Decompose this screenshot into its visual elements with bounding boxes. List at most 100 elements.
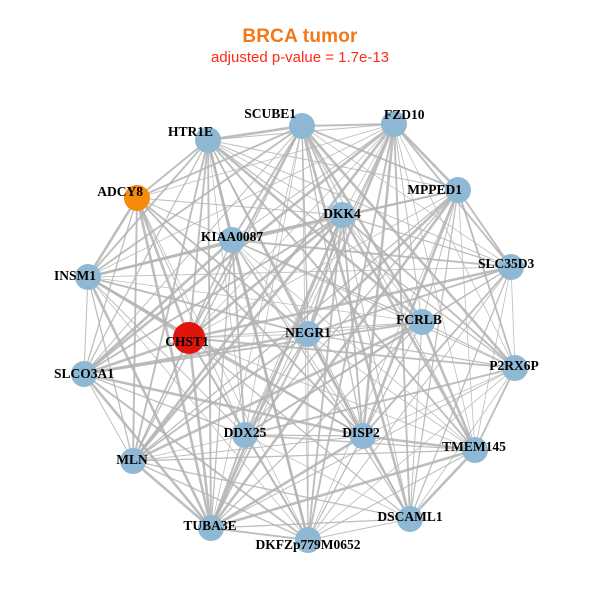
edge xyxy=(362,266,512,437)
edge xyxy=(83,197,138,375)
edge xyxy=(136,197,364,437)
node-label-ddx25: DDX25 xyxy=(224,425,267,440)
edge xyxy=(421,321,516,369)
node-label-dscaml1: DSCAML1 xyxy=(377,509,443,524)
network-node-mln[interactable] xyxy=(120,448,146,474)
network-node-dkfzp779m0652[interactable] xyxy=(295,527,321,553)
edge xyxy=(132,434,246,462)
edge xyxy=(307,214,343,335)
edge xyxy=(136,197,343,216)
edge xyxy=(209,189,460,529)
network-node-fzd10[interactable] xyxy=(381,111,407,137)
edge xyxy=(230,239,310,541)
figure-title-block: BRCA tumor adjusted p-value = 1.7e-13 xyxy=(0,26,600,67)
edge xyxy=(86,197,139,278)
network-node-chst1[interactable] xyxy=(173,322,205,354)
network-node-slco3a1[interactable] xyxy=(71,361,97,387)
edge xyxy=(244,434,411,520)
edge xyxy=(341,214,423,323)
network-node-adcy8[interactable] xyxy=(124,185,150,211)
node-label-slc35d3: SLC35D3 xyxy=(478,256,535,271)
network-node-scube1[interactable] xyxy=(289,113,315,139)
edge xyxy=(86,276,213,529)
node-label-slco3a1: SLCO3A1 xyxy=(54,366,114,381)
edge xyxy=(307,367,516,541)
edge xyxy=(393,123,459,191)
edge xyxy=(210,434,364,530)
edge xyxy=(244,434,364,437)
edge xyxy=(421,189,459,323)
network-node-ddx25[interactable] xyxy=(232,422,258,448)
node-label-fcrlb: FCRLB xyxy=(396,312,442,327)
edge xyxy=(300,125,424,323)
node-label-htr1e: HTR1E xyxy=(168,124,213,139)
edge xyxy=(132,435,364,462)
edge xyxy=(210,239,233,529)
edge xyxy=(87,266,512,278)
edge xyxy=(83,321,423,375)
edge xyxy=(132,139,209,462)
edge xyxy=(307,214,343,541)
node-label-mln: MLN xyxy=(116,452,148,467)
edge xyxy=(301,123,395,127)
network-node-kiaa0087[interactable] xyxy=(219,227,245,253)
network-node-p2rx6p[interactable] xyxy=(502,355,528,381)
network-node-tuba3e[interactable] xyxy=(198,515,224,541)
edge xyxy=(188,123,395,339)
node-label-p2rx6p: P2RX6P xyxy=(489,358,539,373)
node-label-dkk4: DKK4 xyxy=(323,206,361,221)
edge xyxy=(188,139,209,339)
node-label-tmem145: TMEM145 xyxy=(442,439,506,454)
network-node-insm1[interactable] xyxy=(75,264,101,290)
network-node-dscaml1[interactable] xyxy=(397,506,423,532)
edge xyxy=(136,197,233,241)
edge xyxy=(87,123,395,278)
edge xyxy=(207,124,303,142)
edge xyxy=(83,139,209,375)
edge xyxy=(132,449,476,462)
node-label-insm1: INSM1 xyxy=(54,268,96,283)
network-node-dkk4[interactable] xyxy=(329,202,355,228)
edge xyxy=(210,518,411,529)
network-node-slc35d3[interactable] xyxy=(498,254,524,280)
node-label-disp2: DISP2 xyxy=(342,425,380,440)
network-node-tmem145[interactable] xyxy=(462,437,488,463)
edge xyxy=(510,266,516,369)
edge xyxy=(210,125,303,529)
edge xyxy=(188,333,309,339)
edge xyxy=(188,337,476,451)
edge xyxy=(188,125,303,339)
edge xyxy=(83,372,364,438)
pvalue-subtitle: adjusted p-value = 1.7e-13 xyxy=(210,49,390,67)
edge xyxy=(307,333,476,451)
page-title: BRCA tumor xyxy=(242,26,358,47)
edge xyxy=(207,139,343,216)
edge xyxy=(341,214,512,268)
edge xyxy=(132,320,423,463)
edge xyxy=(188,189,459,339)
edge xyxy=(362,434,476,452)
edge xyxy=(393,123,423,323)
edge xyxy=(231,239,512,268)
edge xyxy=(136,139,209,199)
edge xyxy=(83,373,246,436)
edge xyxy=(301,125,364,437)
node-label-fzd10: FZD10 xyxy=(384,107,425,122)
node-layer xyxy=(71,111,528,553)
network-node-disp2[interactable] xyxy=(350,423,376,449)
edge xyxy=(393,123,516,369)
edge xyxy=(132,337,190,462)
edge xyxy=(301,125,512,268)
edge xyxy=(83,336,190,376)
node-label-chst1: CHST1 xyxy=(165,334,209,349)
edge xyxy=(83,373,134,462)
network-node-htr1e[interactable] xyxy=(195,127,221,153)
network-node-mpped1[interactable] xyxy=(445,177,471,203)
edge xyxy=(231,239,309,335)
edge xyxy=(474,266,512,451)
network-node-fcrlb[interactable] xyxy=(409,309,435,335)
edge xyxy=(307,266,512,541)
network-node-negr1[interactable] xyxy=(295,321,321,347)
edge xyxy=(188,213,343,340)
